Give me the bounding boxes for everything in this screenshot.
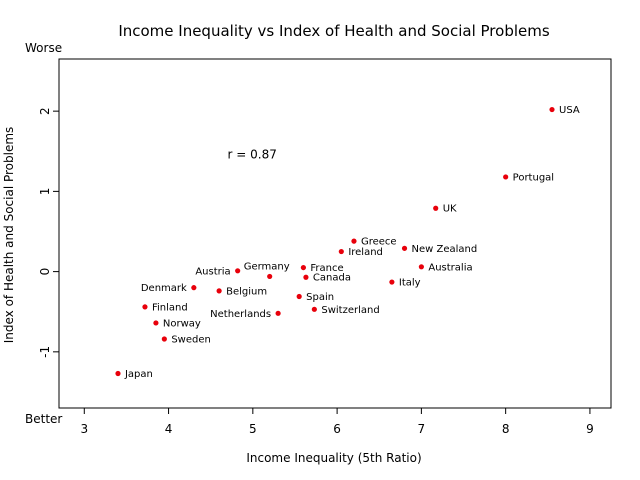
data-point [191,285,197,291]
data-point [389,279,395,285]
point-label: Italy [399,278,421,289]
data-point [303,274,309,280]
point-label: USA [559,105,580,116]
x-axis-label: Income Inequality (5th Ratio) [246,451,421,465]
data-point [275,310,281,316]
x-tick-label: 8 [502,422,510,436]
point-label: Finland [152,302,188,313]
data-point [235,268,241,274]
data-point [296,293,302,300]
data-point [115,370,121,377]
x-axis: 3 4 5 6 7 8 9 [80,407,594,436]
y-axis-label: Index of Health and Social Problems [2,127,16,344]
x-tick-label: 9 [586,422,594,436]
data-point [267,273,273,280]
y-tick-label: -1 [38,346,52,358]
chart-title: Income Inequality vs Index of Health and… [118,22,550,40]
point-label: Germany [244,261,290,272]
x-tick-label: 5 [249,422,257,436]
point-label: Canada [313,273,351,284]
point-label: Norway [163,318,201,329]
point-label: Netherlands [210,309,271,320]
point-label: New Zealand [412,244,478,255]
point-label: Greece [361,237,397,248]
data-point [433,205,439,211]
data-points [115,106,555,377]
y-tick-label: 1 [38,188,52,196]
data-point [311,306,317,312]
point-label: UK [443,204,457,215]
data-point [401,245,408,251]
data-point [161,336,167,342]
data-point [549,106,555,113]
point-label: Belgium [226,286,267,297]
point-label: Denmark [141,283,187,294]
data-point [300,264,306,271]
point-label: Austria [195,266,230,277]
data-point [338,248,344,255]
plot-frame [58,58,612,409]
y-tick-label: 2 [38,107,52,115]
x-tick-label: 7 [418,422,426,436]
point-label: Australia [428,262,472,273]
data-point [351,238,357,244]
point-label: Spain [306,292,334,303]
point-label: Ireland [348,247,383,258]
data-point [153,320,159,326]
y-tick-label: 0 [38,268,52,276]
x-tick-label: 6 [333,422,341,436]
data-point [418,264,424,270]
point-label: Japan [124,369,153,380]
correlation-annotation: r = 0.87 [228,148,277,162]
data-point [503,174,509,180]
point-label: Portugal [513,172,554,183]
y-axis: -1 0 1 2 [38,107,60,358]
y-bottom-label: Better [25,412,62,426]
x-tick-label: 4 [165,422,173,436]
point-label: France [310,263,343,274]
data-point [216,288,222,294]
point-label: Switzerland [321,305,379,316]
point-label: Sweden [171,335,211,346]
y-top-label: Worse [25,41,62,55]
x-tick-label: 3 [80,422,88,436]
data-point [142,304,148,310]
